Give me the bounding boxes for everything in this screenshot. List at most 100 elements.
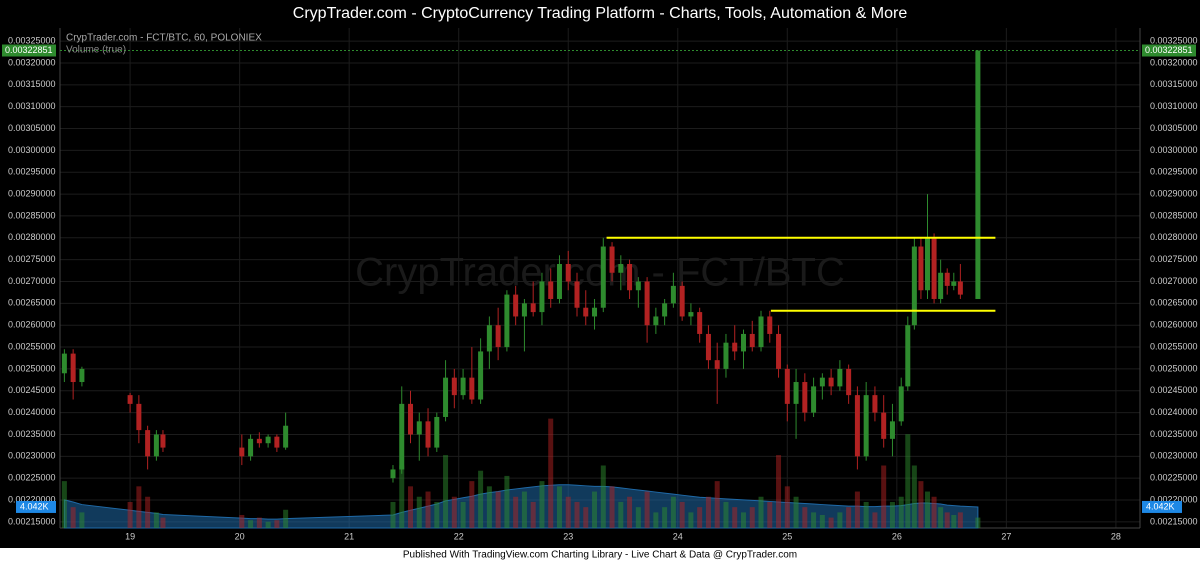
candle-body	[846, 368, 852, 396]
candle-body	[70, 353, 76, 383]
volume-bar	[136, 486, 142, 528]
y-tick-label: 0.00295000	[1150, 167, 1198, 177]
x-tick-label: 20	[235, 531, 245, 541]
x-tick-label: 22	[454, 531, 464, 541]
header-title: CrypTrader.com - CryptoCurrency Trading …	[293, 5, 908, 22]
candle-body	[784, 368, 790, 404]
candle-body	[618, 264, 624, 273]
x-tick-label: 27	[1001, 531, 1011, 541]
candle-body	[248, 438, 254, 457]
y-tick-label: 0.00215000	[8, 516, 56, 526]
candle-body	[627, 264, 633, 291]
candle-body	[714, 360, 720, 369]
candle-body	[153, 434, 159, 457]
candle-body	[127, 395, 133, 404]
candle-body	[793, 382, 799, 404]
y-tick-label: 0.00290000	[1150, 188, 1198, 198]
volume-bar	[905, 434, 911, 528]
candle-body	[898, 386, 904, 422]
candle-body	[872, 395, 878, 413]
candle-body	[957, 281, 963, 295]
candle-body	[776, 333, 782, 369]
volume-bar	[872, 512, 878, 528]
volume-bar	[819, 514, 825, 528]
y-tick-label: 0.00320000	[1150, 57, 1198, 67]
y-tick-label: 0.00220000	[8, 494, 56, 504]
y-tick-label: 0.00285000	[8, 210, 56, 220]
volume-bar	[408, 486, 414, 528]
volume-bar	[443, 455, 449, 528]
candle-body	[574, 281, 580, 308]
volume-bar	[495, 491, 501, 528]
candle-body	[679, 285, 685, 317]
volume-bar	[723, 501, 729, 528]
candle-body	[265, 436, 271, 444]
y-tick-label: 0.00260000	[1150, 320, 1198, 330]
candle-body	[944, 272, 950, 286]
candle-body	[283, 425, 289, 448]
candle-body	[705, 333, 711, 361]
volume-bar	[688, 512, 694, 528]
volume-bar	[679, 501, 685, 528]
volume-bar	[574, 501, 580, 528]
candle-body	[811, 386, 817, 413]
candle-body	[256, 438, 262, 444]
y-tick-label: 0.00280000	[1150, 232, 1198, 242]
watermark: CrypTrader.com - FCT/BTC	[355, 251, 845, 295]
plot: CrypTrader.com - FCT/BTC 0.00215000 0.0021…	[2, 28, 1198, 541]
last-price-label: 0.00322851	[1145, 45, 1193, 55]
volume-tag	[1142, 500, 1182, 513]
candle-body	[854, 395, 860, 457]
volume-bar	[837, 512, 843, 528]
x-tick-label: 21	[344, 531, 354, 541]
candle-body	[399, 403, 405, 470]
y-tick-label: 0.00280000	[8, 232, 56, 242]
volume-bar	[248, 520, 254, 528]
volume-bar	[153, 512, 159, 528]
candle-body	[408, 403, 414, 435]
candle-body	[504, 294, 510, 348]
x-tick-label: 23	[563, 531, 573, 541]
volume-bar	[61, 481, 67, 528]
volume-bar	[425, 491, 431, 528]
x-tick-label: 19	[125, 531, 135, 541]
volume-bar	[802, 507, 808, 528]
volume-bar	[583, 507, 589, 528]
last-price-label: 0.00322851	[5, 45, 53, 55]
volume-bar	[530, 501, 536, 528]
y-tick-label: 0.00270000	[1150, 276, 1198, 286]
candle-body	[644, 281, 650, 326]
candle-body	[61, 353, 67, 374]
candle-body	[521, 303, 527, 317]
candle-body	[469, 377, 475, 400]
candle-body	[478, 351, 484, 400]
candle-body	[767, 316, 773, 334]
candle-body	[802, 382, 808, 413]
y-tick-label: 0.00255000	[1150, 341, 1198, 351]
candle-body	[434, 416, 440, 448]
candle-body	[819, 377, 825, 387]
candle-body	[451, 377, 457, 396]
y-tick-label: 0.00290000	[8, 188, 56, 198]
volume-bar	[160, 517, 166, 528]
volume-bar	[740, 512, 746, 528]
volume-bar	[653, 512, 659, 528]
y-tick-label: 0.00235000	[8, 429, 56, 439]
volume-bar	[732, 507, 738, 528]
volume-bar	[644, 491, 650, 528]
volume-bar	[399, 465, 405, 528]
volume-bar	[951, 514, 957, 528]
candle-body	[274, 436, 280, 448]
candle-body	[911, 246, 917, 326]
y-tick-label: 0.00315000	[1150, 79, 1198, 89]
candle-body	[951, 281, 957, 286]
volume-bar	[925, 491, 931, 528]
candle-body	[635, 281, 641, 291]
y-tick-label: 0.00265000	[8, 298, 56, 308]
volume-bar	[697, 507, 703, 528]
volume-bar	[548, 418, 554, 528]
volume-bar	[758, 496, 764, 528]
y-tick-label: 0.00255000	[8, 341, 56, 351]
volume-bar	[975, 517, 981, 528]
volume-bar	[239, 514, 245, 528]
